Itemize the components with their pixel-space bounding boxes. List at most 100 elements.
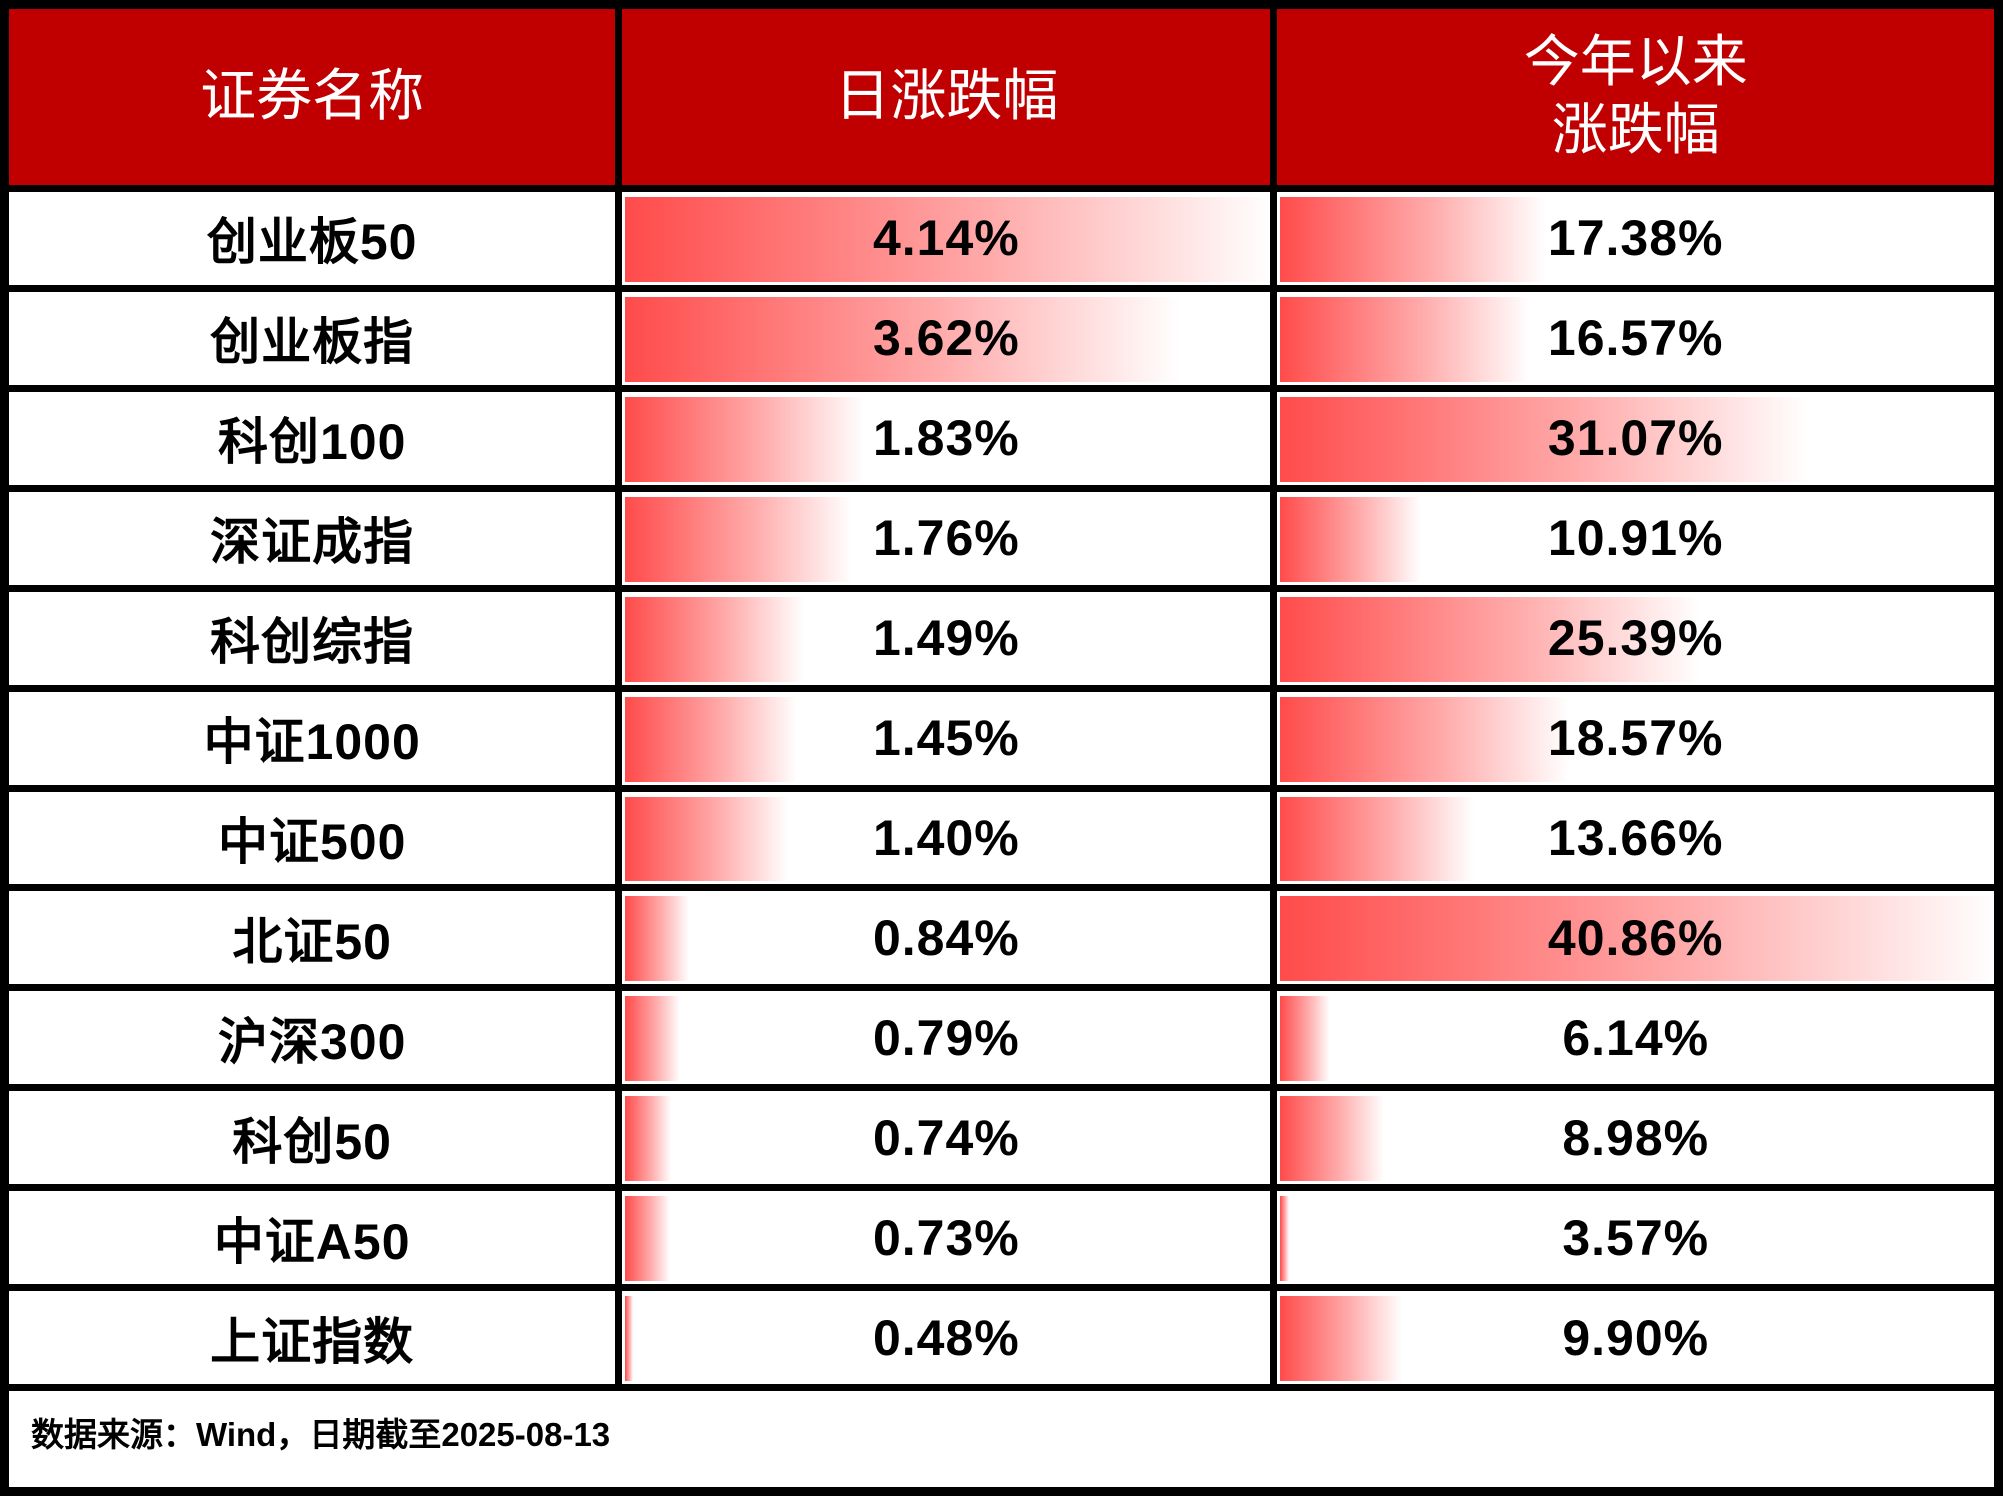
table-row: 中证1000 1.45% 18.57% <box>9 691 1994 792</box>
daily-change-value: 0.79% <box>872 1009 1020 1066</box>
table-row: 科创综指 1.49% 25.39% <box>9 591 1994 692</box>
daily-change-databar <box>625 1296 634 1382</box>
index-name-cell: 创业板指 <box>9 291 623 385</box>
header-label-security-name: 证券名称 <box>200 65 425 128</box>
index-name-cell: 深证成指 <box>9 491 623 585</box>
daily-change-value: 1.76% <box>872 510 1020 567</box>
table-row: 上证指数 0.48% 9.90% <box>9 1291 1994 1392</box>
ytd-change-cell: 13.66% <box>1277 792 1994 885</box>
table-row: 北证50 0.84% 40.86% <box>9 891 1994 992</box>
index-name: 中证A50 <box>213 1213 411 1270</box>
daily-change-cell: 1.49% <box>622 591 1278 685</box>
index-name-cell: 上证指数 <box>9 1291 623 1385</box>
daily-change-cell: 0.79% <box>622 991 1278 1085</box>
daily-change-cell: 1.83% <box>622 391 1278 485</box>
daily-change-databar <box>625 496 852 582</box>
index-name-cell: 科创综指 <box>9 591 623 685</box>
daily-change-databar <box>625 596 805 682</box>
daily-change-cell: 0.73% <box>622 1191 1278 1285</box>
ytd-change-databar <box>1280 696 1569 782</box>
daily-change-cell: 1.76% <box>622 491 1278 585</box>
ytd-change-cell: 6.14% <box>1277 991 1994 1084</box>
daily-change-value: 1.40% <box>872 809 1020 866</box>
index-name-cell: 中证1000 <box>9 691 623 785</box>
index-name: 创业板指 <box>210 314 415 371</box>
daily-change-cell: 0.74% <box>622 1091 1278 1185</box>
ytd-change-cell: 18.57% <box>1277 692 1994 785</box>
index-name: 中证500 <box>217 813 407 870</box>
index-name: 科创综指 <box>210 614 415 671</box>
index-name: 创业板50 <box>206 214 418 271</box>
daily-change-databar <box>625 396 865 482</box>
daily-change-value: 1.45% <box>872 710 1020 767</box>
ytd-change-value: 8.98% <box>1562 1109 1710 1166</box>
daily-change-cell: 0.84% <box>622 891 1278 985</box>
index-name-cell: 沪深300 <box>9 991 623 1085</box>
table-row: 中证500 1.40% 13.66% <box>9 791 1994 892</box>
index-name-cell: 中证500 <box>9 791 623 885</box>
ytd-change-databar <box>1280 1196 1289 1282</box>
daily-change-value: 1.49% <box>872 610 1020 667</box>
daily-change-value: 3.62% <box>872 310 1020 367</box>
ytd-change-value: 16.57% <box>1547 310 1724 367</box>
ytd-change-value: 10.91% <box>1547 510 1724 567</box>
header-label-ytd-line2: 涨跌幅 <box>1551 100 1720 162</box>
ytd-change-databar <box>1280 796 1475 882</box>
daily-change-value: 4.14% <box>872 210 1020 267</box>
index-name: 沪深300 <box>217 1013 407 1070</box>
daily-change-value: 0.48% <box>872 1309 1020 1366</box>
daily-change-cell: 0.48% <box>622 1291 1278 1385</box>
ytd-change-databar <box>1280 496 1422 582</box>
daily-change-cell: 1.45% <box>622 691 1278 785</box>
index-name: 北证50 <box>232 913 392 970</box>
ytd-change-value: 25.39% <box>1547 610 1724 667</box>
ytd-change-value: 6.14% <box>1562 1009 1710 1066</box>
header-cell-security-name: 证券名称 <box>9 9 623 185</box>
daily-change-cell: 4.14% <box>622 192 1278 285</box>
ytd-change-cell: 25.39% <box>1277 592 1994 685</box>
index-name: 深证成指 <box>210 514 415 571</box>
table-header-row: 证券名称 日涨跌幅 今年以来 涨跌幅 <box>9 9 1994 192</box>
daily-change-cell: 3.62% <box>622 291 1278 385</box>
ytd-change-cell: 3.57% <box>1277 1191 1994 1284</box>
daily-change-databar <box>625 296 1182 382</box>
index-name: 科创50 <box>232 1113 392 1170</box>
ytd-change-cell: 31.07% <box>1277 392 1994 485</box>
ytd-change-cell: 16.57% <box>1277 292 1994 385</box>
index-name: 科创100 <box>217 414 407 471</box>
index-name-cell: 中证A50 <box>9 1191 623 1285</box>
index-name-cell: 科创50 <box>9 1091 623 1185</box>
ytd-change-cell: 17.38% <box>1277 192 1994 285</box>
table-row: 科创50 0.74% 8.98% <box>9 1091 1994 1192</box>
table-row: 创业板指 3.62% 16.57% <box>9 291 1994 392</box>
ytd-change-databar <box>1280 296 1531 382</box>
data-source-note: 数据来源：Wind，日期截至2025-08-13 <box>31 1416 611 1454</box>
ytd-change-cell: 40.86% <box>1277 891 1994 984</box>
ytd-change-value: 31.07% <box>1547 410 1724 467</box>
ytd-change-cell: 9.90% <box>1277 1291 1994 1384</box>
daily-change-databar <box>625 197 1271 282</box>
index-name-cell: 创业板50 <box>9 192 623 285</box>
header-label-ytd-change: 今年以来 涨跌幅 <box>1524 29 1748 166</box>
table-row: 创业板50 4.14% 17.38% <box>9 192 1994 292</box>
daily-change-databar <box>625 1096 672 1182</box>
daily-change-value: 1.83% <box>872 410 1020 467</box>
daily-change-value: 0.74% <box>872 1109 1020 1166</box>
ytd-change-cell: 8.98% <box>1277 1091 1994 1184</box>
daily-change-databar <box>625 996 681 1082</box>
daily-change-databar <box>625 1196 670 1282</box>
ytd-change-databar <box>1280 1296 1403 1382</box>
daily-change-databar <box>625 696 798 782</box>
table-row: 沪深300 0.79% 6.14% <box>9 991 1994 1092</box>
ytd-change-databar <box>1280 996 1330 1082</box>
index-name-cell: 北证50 <box>9 891 623 985</box>
ytd-change-value: 40.86% <box>1547 909 1724 966</box>
ytd-change-cell: 10.91% <box>1277 492 1994 585</box>
ytd-change-value: 18.57% <box>1547 710 1724 767</box>
header-cell-ytd-change: 今年以来 涨跌幅 <box>1277 9 1994 185</box>
table-row: 科创100 1.83% 31.07% <box>9 391 1994 492</box>
index-name: 上证指数 <box>210 1313 415 1370</box>
ytd-change-databar <box>1280 596 1700 682</box>
table-row: 中证A50 0.73% 3.57% <box>9 1191 1994 1292</box>
